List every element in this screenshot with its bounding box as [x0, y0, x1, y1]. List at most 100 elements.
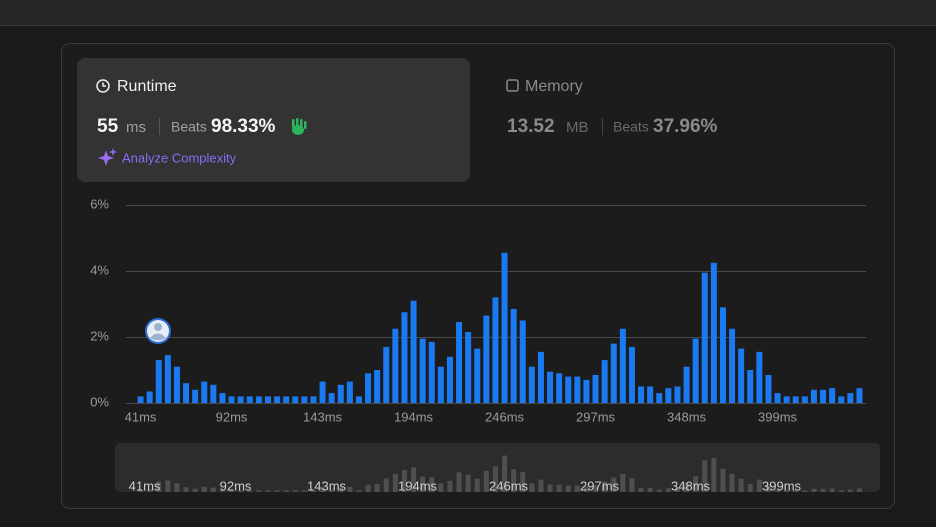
brush-bar [310, 490, 316, 492]
brush-bar [656, 489, 662, 492]
bar [246, 396, 253, 403]
bar [519, 320, 526, 403]
bar [583, 379, 590, 403]
brush-bar [820, 488, 826, 492]
brush-bar [674, 488, 680, 492]
brush-bar [147, 489, 153, 492]
memory-beats-value: 37.96% [653, 116, 718, 137]
bar [410, 300, 417, 403]
brush-bar [811, 488, 817, 492]
runtime-value: 55 [97, 116, 119, 137]
brush-bar [784, 490, 790, 492]
bar [392, 328, 399, 403]
x-tick-label: 41ms [125, 409, 157, 424]
brush-bar [401, 470, 407, 492]
brush-bar [365, 484, 371, 492]
bar [783, 396, 790, 403]
bar [292, 396, 299, 403]
bar [656, 393, 663, 403]
analyze-link[interactable]: Analyze Complexity [122, 150, 237, 165]
runtime-unit: ms [126, 119, 146, 136]
brush-bar [165, 480, 171, 492]
brush-bar [329, 489, 335, 492]
brush-bar [247, 490, 253, 492]
bar [328, 393, 335, 403]
avatar-body [150, 333, 166, 341]
brush-tick-label: 297ms [580, 478, 620, 493]
brush-bar [256, 490, 262, 492]
brush-bar [392, 474, 398, 492]
brush-bar [665, 488, 671, 492]
brush-bar [292, 490, 298, 492]
bar [565, 376, 572, 403]
x-tick-label: 246ms [485, 409, 525, 424]
bar [501, 252, 508, 403]
brush-bar [429, 477, 435, 492]
brush-tick-label: 41ms [129, 478, 161, 493]
brush-bar [374, 484, 380, 492]
bar [792, 396, 799, 403]
y-tick-label: 0% [90, 394, 109, 409]
brush-bar [711, 458, 717, 492]
bar [847, 393, 854, 403]
bar [301, 396, 308, 403]
brush-bar [583, 486, 589, 492]
brush-bar [210, 487, 216, 492]
clock-icon [96, 79, 110, 93]
memory-beats-label: Beats [613, 119, 649, 135]
bar [365, 373, 372, 403]
memory-title[interactable]: Memory [525, 78, 583, 95]
brush-bar [283, 490, 289, 492]
bar [164, 355, 171, 403]
bar [856, 388, 863, 403]
bar [237, 396, 244, 403]
bar [337, 384, 344, 403]
brush-tick-label: 246ms [489, 478, 529, 493]
brush-bar [856, 488, 862, 492]
bar [419, 338, 426, 403]
bar [556, 373, 563, 403]
brush-tick-label: 194ms [398, 478, 438, 493]
bar [264, 396, 271, 403]
bar [638, 386, 645, 403]
brush-bar [829, 488, 835, 492]
bar [510, 308, 517, 403]
brush-bar [229, 490, 235, 492]
bar [219, 393, 226, 403]
bar [210, 384, 217, 403]
brush-bar [411, 467, 417, 492]
bar [383, 346, 390, 403]
bar [801, 396, 808, 403]
memory-unit: MB [566, 119, 589, 136]
bar [137, 396, 144, 403]
bar [756, 351, 763, 403]
brush-bar [838, 490, 844, 492]
bar [310, 396, 317, 403]
bar [446, 356, 453, 403]
bar [192, 389, 199, 403]
brush-bar [201, 486, 207, 492]
y-tick-label: 6% [90, 196, 109, 211]
bar [592, 374, 599, 403]
brush-bar [156, 481, 162, 492]
bar [692, 338, 699, 403]
bar [456, 322, 463, 403]
brush-bar [347, 486, 353, 492]
brush-bar [529, 483, 535, 492]
sparkle-icon [98, 148, 117, 166]
runtime-panel[interactable] [77, 58, 470, 182]
brush-bar [474, 478, 480, 492]
brush-bar [693, 476, 699, 492]
bar [729, 328, 736, 403]
bar [528, 366, 535, 403]
brush-bar [274, 490, 280, 492]
bar [747, 370, 754, 403]
memory-icon [506, 79, 519, 92]
brush-bar [219, 489, 225, 492]
brush-tick-label: 399ms [762, 478, 802, 493]
bar [274, 396, 281, 403]
brush-bar [320, 486, 326, 492]
brush-bar [702, 460, 708, 492]
brush-bar [447, 480, 453, 492]
runtime-title: Runtime [117, 78, 177, 95]
